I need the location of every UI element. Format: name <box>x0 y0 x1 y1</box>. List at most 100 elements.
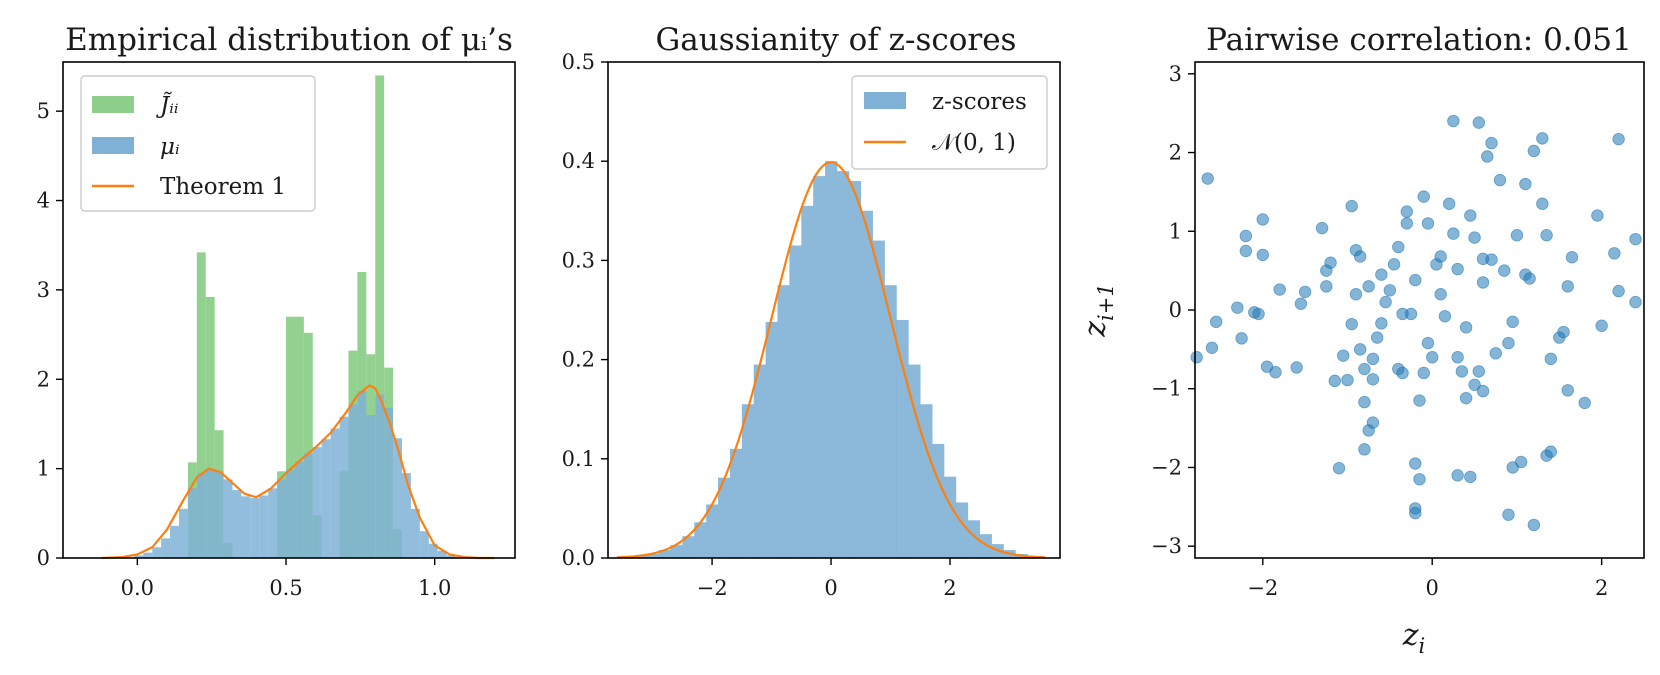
scatter-point <box>1370 331 1384 344</box>
x-tick-label: 2 <box>943 576 956 600</box>
bar-zscore <box>658 550 671 558</box>
scatter-point <box>1472 365 1486 378</box>
bar-jii <box>303 332 313 558</box>
bar-mu <box>134 555 144 558</box>
bar-zscore <box>860 210 873 559</box>
scatter-point <box>1298 285 1312 299</box>
bar-mu <box>410 508 420 558</box>
y-axis-label: zi+1 <box>1078 283 1118 338</box>
bar-mu <box>348 404 358 558</box>
scatter-point <box>1527 144 1541 158</box>
x-tick-label: 0.0 <box>121 576 154 600</box>
scatter-point <box>1353 250 1367 263</box>
scatter-point <box>1451 262 1464 276</box>
scatter-point <box>1239 244 1253 258</box>
scatter-point <box>1396 366 1409 380</box>
bar-jii <box>196 252 206 558</box>
bar-zscore <box>825 161 838 558</box>
bar-zscore <box>884 285 897 558</box>
bar-mu <box>205 468 215 558</box>
bar-mu <box>170 525 179 558</box>
x-tick-label: 1.0 <box>418 576 451 600</box>
y-tick-label: 2 <box>37 367 50 391</box>
bar-mu <box>321 439 331 558</box>
scatter-point <box>1561 384 1574 397</box>
panel-gaussianity: Gaussianity of z-scores −2 0 2 0.0 0.1 0.2 0.3 0… <box>562 22 1061 600</box>
bar-mu <box>437 550 447 558</box>
bar-mu <box>294 461 304 558</box>
scatter-point <box>1392 240 1405 254</box>
scatter-point <box>1239 229 1253 243</box>
scatter-point <box>1256 213 1269 226</box>
scatter-point <box>1328 374 1341 388</box>
scatter-point <box>1349 288 1363 301</box>
bar-mu <box>223 479 233 558</box>
bar-mu <box>187 488 197 558</box>
scatter-point <box>1447 227 1460 240</box>
scatter-point <box>1426 351 1439 364</box>
chart-title: Empirical distribution of μᵢ’s <box>65 22 513 58</box>
scatter-point <box>1527 518 1541 532</box>
legend-label-jii: J̃ᵢᵢ <box>156 93 178 119</box>
bar-zscore <box>670 545 683 558</box>
scatter-point <box>1438 310 1452 323</box>
bar-mu <box>366 415 376 558</box>
scatter-point <box>1358 362 1371 376</box>
scatter-point <box>1209 315 1223 329</box>
y-tick-label: 1 <box>37 457 50 481</box>
bar-zscore <box>920 404 933 558</box>
legend-label-theorem: Theorem 1 <box>160 174 286 200</box>
legend: z-scores 𝒩(0, 1) <box>851 75 1048 170</box>
scatter-point <box>1442 197 1456 210</box>
scatter-point <box>1523 272 1536 285</box>
x-tick-label: −2 <box>1247 576 1278 600</box>
bar-zscore <box>682 536 695 558</box>
scatter-point <box>1273 283 1286 296</box>
scatter-point <box>1557 325 1570 339</box>
bar-zscore <box>753 364 766 558</box>
scatter-point <box>1498 264 1511 277</box>
scatter-point <box>1434 288 1447 301</box>
line-theorem-1 <box>101 384 495 560</box>
legend-label-mu: μᵢ <box>160 134 180 160</box>
scatter-point <box>1468 378 1481 391</box>
bar-zscore <box>718 477 731 558</box>
scatter-point <box>1413 394 1426 407</box>
legend-swatch-jii <box>92 96 134 113</box>
scatter-point <box>1544 352 1558 366</box>
scatter-point <box>1468 231 1481 244</box>
scatter-point <box>1315 221 1329 235</box>
y-tick-label: 0.1 <box>562 447 595 471</box>
scatter-point <box>1383 284 1397 297</box>
line-normal-pdf <box>616 161 1046 559</box>
scatter-point <box>1366 373 1380 386</box>
chart-title: Gaussianity of z-scores <box>656 22 1017 58</box>
scatter-point <box>1629 295 1642 309</box>
scatter-point <box>1345 317 1358 331</box>
bar-mu <box>152 547 162 558</box>
scatter-point <box>1514 455 1528 469</box>
y-tick-label: 3 <box>1169 62 1182 86</box>
bar-zscore <box>955 502 969 558</box>
bar-mu <box>214 471 224 558</box>
bar-mu <box>384 407 394 558</box>
y-axis-label-subscript: i+1 <box>1094 283 1118 321</box>
bar-mu <box>428 543 438 558</box>
bar-zscore <box>729 448 743 558</box>
scatter-point <box>1451 469 1464 482</box>
bar-zscore <box>777 285 790 558</box>
axes-frame <box>62 61 516 559</box>
scatter-point <box>1591 209 1604 222</box>
bar-mu <box>303 453 313 558</box>
scatter-point <box>1485 136 1498 150</box>
y-tick-label: 0.0 <box>562 546 595 570</box>
bar-zscore <box>872 240 885 558</box>
panel-empirical-distribution: Empirical distribution of μᵢ’s 0.0 0.5 1.0 0… <box>37 22 516 600</box>
scatter-point <box>1362 280 1375 293</box>
scatter-point <box>1565 251 1579 264</box>
scatter-point <box>1353 343 1367 356</box>
scatter-point <box>1345 199 1358 213</box>
scatter-point <box>1561 280 1574 293</box>
scatter-point <box>1476 276 1490 289</box>
x-axis-label-subscript: i <box>1419 634 1426 658</box>
